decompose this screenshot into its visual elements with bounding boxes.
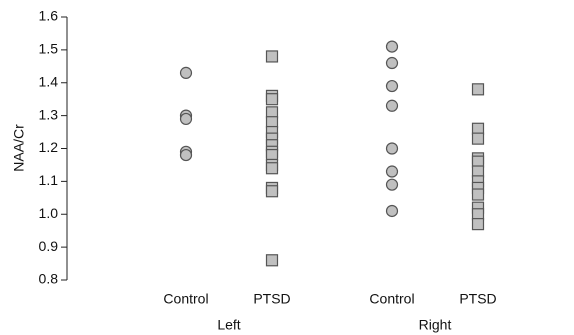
point bbox=[385, 79, 399, 93]
y-tick-label: 1.6 bbox=[39, 8, 59, 24]
y-tick-label: 1.3 bbox=[39, 106, 59, 122]
point bbox=[265, 50, 279, 63]
point bbox=[471, 218, 485, 231]
point bbox=[265, 254, 279, 267]
point bbox=[265, 162, 279, 175]
x-tick-label: PTSD bbox=[459, 291, 496, 307]
point bbox=[385, 178, 399, 191]
group-label: Left bbox=[217, 317, 240, 333]
point bbox=[385, 40, 399, 53]
x-tick-label: PTSD bbox=[253, 291, 290, 307]
point bbox=[265, 185, 279, 198]
point bbox=[179, 66, 193, 79]
y-tick-label: 0.8 bbox=[39, 271, 59, 287]
y-tick-label: 1.4 bbox=[39, 73, 59, 89]
point bbox=[385, 99, 399, 112]
y-tick-label: 1.0 bbox=[39, 205, 59, 221]
y-axis-label: NAA/Cr bbox=[11, 124, 27, 172]
point bbox=[385, 204, 399, 218]
point bbox=[179, 148, 193, 162]
y-tick-label: 1.5 bbox=[39, 41, 59, 57]
point bbox=[385, 165, 399, 178]
y-tick-label: 0.9 bbox=[39, 238, 59, 254]
point bbox=[471, 132, 485, 145]
group-label: Right bbox=[419, 317, 452, 333]
x-tick-label: Control bbox=[163, 291, 208, 307]
point bbox=[179, 112, 193, 126]
y-tick-label: 1.1 bbox=[39, 172, 59, 188]
y-tick-label: 1.2 bbox=[39, 139, 59, 155]
point bbox=[471, 188, 485, 201]
point bbox=[385, 56, 399, 70]
point bbox=[471, 83, 485, 96]
point bbox=[265, 93, 279, 106]
x-tick-label: Control bbox=[369, 291, 414, 307]
point bbox=[385, 142, 399, 155]
